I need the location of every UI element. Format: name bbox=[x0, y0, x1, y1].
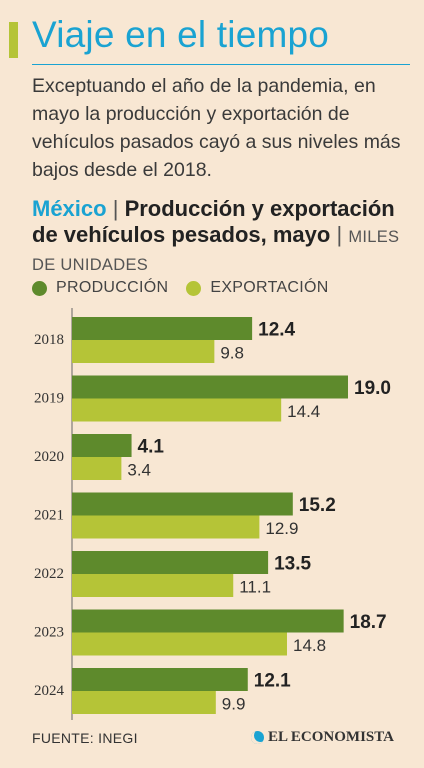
category-label: 2020 bbox=[34, 449, 64, 465]
bar-chart: 2018 12.4 9.8 2019 19.0 14.4 2020 4.1 3.4 2021 15.… bbox=[34, 308, 391, 720]
bar-production bbox=[72, 551, 269, 574]
value-label-export: 11.1 bbox=[239, 578, 271, 597]
chart-heading: México | Producción y exportación de veh… bbox=[32, 196, 412, 278]
value-label-production: 12.1 bbox=[254, 671, 291, 692]
units-separator: | bbox=[336, 222, 343, 247]
bar-production bbox=[72, 434, 132, 457]
value-label-export: 9.9 bbox=[222, 695, 246, 714]
page-title: Viaje en el tiempo bbox=[32, 14, 330, 55]
bar-export bbox=[72, 515, 260, 539]
bar-production bbox=[72, 317, 253, 340]
category-label: 2023 bbox=[34, 625, 64, 641]
legend-swatch-export bbox=[186, 280, 202, 296]
legend-swatch-production bbox=[32, 280, 47, 296]
bar-export bbox=[72, 691, 216, 714]
category-label: 2021 bbox=[34, 508, 64, 524]
value-label-production: 13.5 bbox=[274, 554, 311, 575]
title-divider bbox=[32, 64, 410, 65]
legend-item-production: PRODUCCIÓN bbox=[32, 279, 168, 297]
category-label: 2019 bbox=[34, 391, 64, 407]
value-label-production: 19.0 bbox=[354, 378, 391, 399]
logo-icon bbox=[251, 731, 264, 744]
value-label-production: 15.2 bbox=[299, 495, 336, 516]
value-label-production: 4.1 bbox=[138, 437, 165, 458]
bar-production bbox=[72, 492, 293, 516]
chart-title: Producción y exportación de vehículos pe… bbox=[32, 196, 395, 247]
value-label-export: 14.8 bbox=[293, 636, 326, 655]
category-label: 2024 bbox=[34, 683, 65, 699]
publisher-logo: EL ECONOMISTA bbox=[251, 729, 394, 746]
chart-country: México bbox=[32, 196, 107, 221]
chart-units: MILES DE UNIDADES bbox=[32, 228, 400, 274]
heading-separator: | bbox=[112, 196, 119, 221]
bar-export bbox=[72, 632, 287, 656]
legend-item-export: EXPORTACIÓN bbox=[186, 279, 328, 297]
bar-production bbox=[72, 668, 248, 691]
bar-export bbox=[72, 340, 215, 363]
publisher-name: EL ECONOMISTA bbox=[268, 729, 394, 745]
value-label-export: 9.8 bbox=[220, 344, 244, 363]
lead-paragraph: Exceptuando el año de la pandemia, en ma… bbox=[32, 75, 401, 181]
chart-legend: PRODUCCIÓN EXPORTACIÓN bbox=[32, 278, 347, 298]
value-label-production: 18.7 bbox=[350, 612, 387, 633]
title-accent-bar bbox=[9, 22, 18, 58]
category-label: 2022 bbox=[34, 566, 64, 582]
legend-label-export: EXPORTACIÓN bbox=[210, 279, 329, 296]
category-label: 2018 bbox=[34, 332, 64, 348]
source-note: FUENTE: INEGI bbox=[32, 730, 138, 746]
bar-export bbox=[72, 457, 122, 480]
legend-label-production: PRODUCCIÓN bbox=[56, 279, 169, 296]
value-label-export: 3.4 bbox=[127, 461, 151, 480]
value-label-export: 14.4 bbox=[287, 402, 320, 421]
bar-export bbox=[72, 398, 282, 422]
bar-production bbox=[72, 609, 344, 633]
value-label-production: 12.4 bbox=[258, 320, 295, 341]
bar-production bbox=[72, 375, 348, 399]
bar-export bbox=[72, 574, 234, 597]
value-label-export: 12.9 bbox=[265, 519, 298, 538]
